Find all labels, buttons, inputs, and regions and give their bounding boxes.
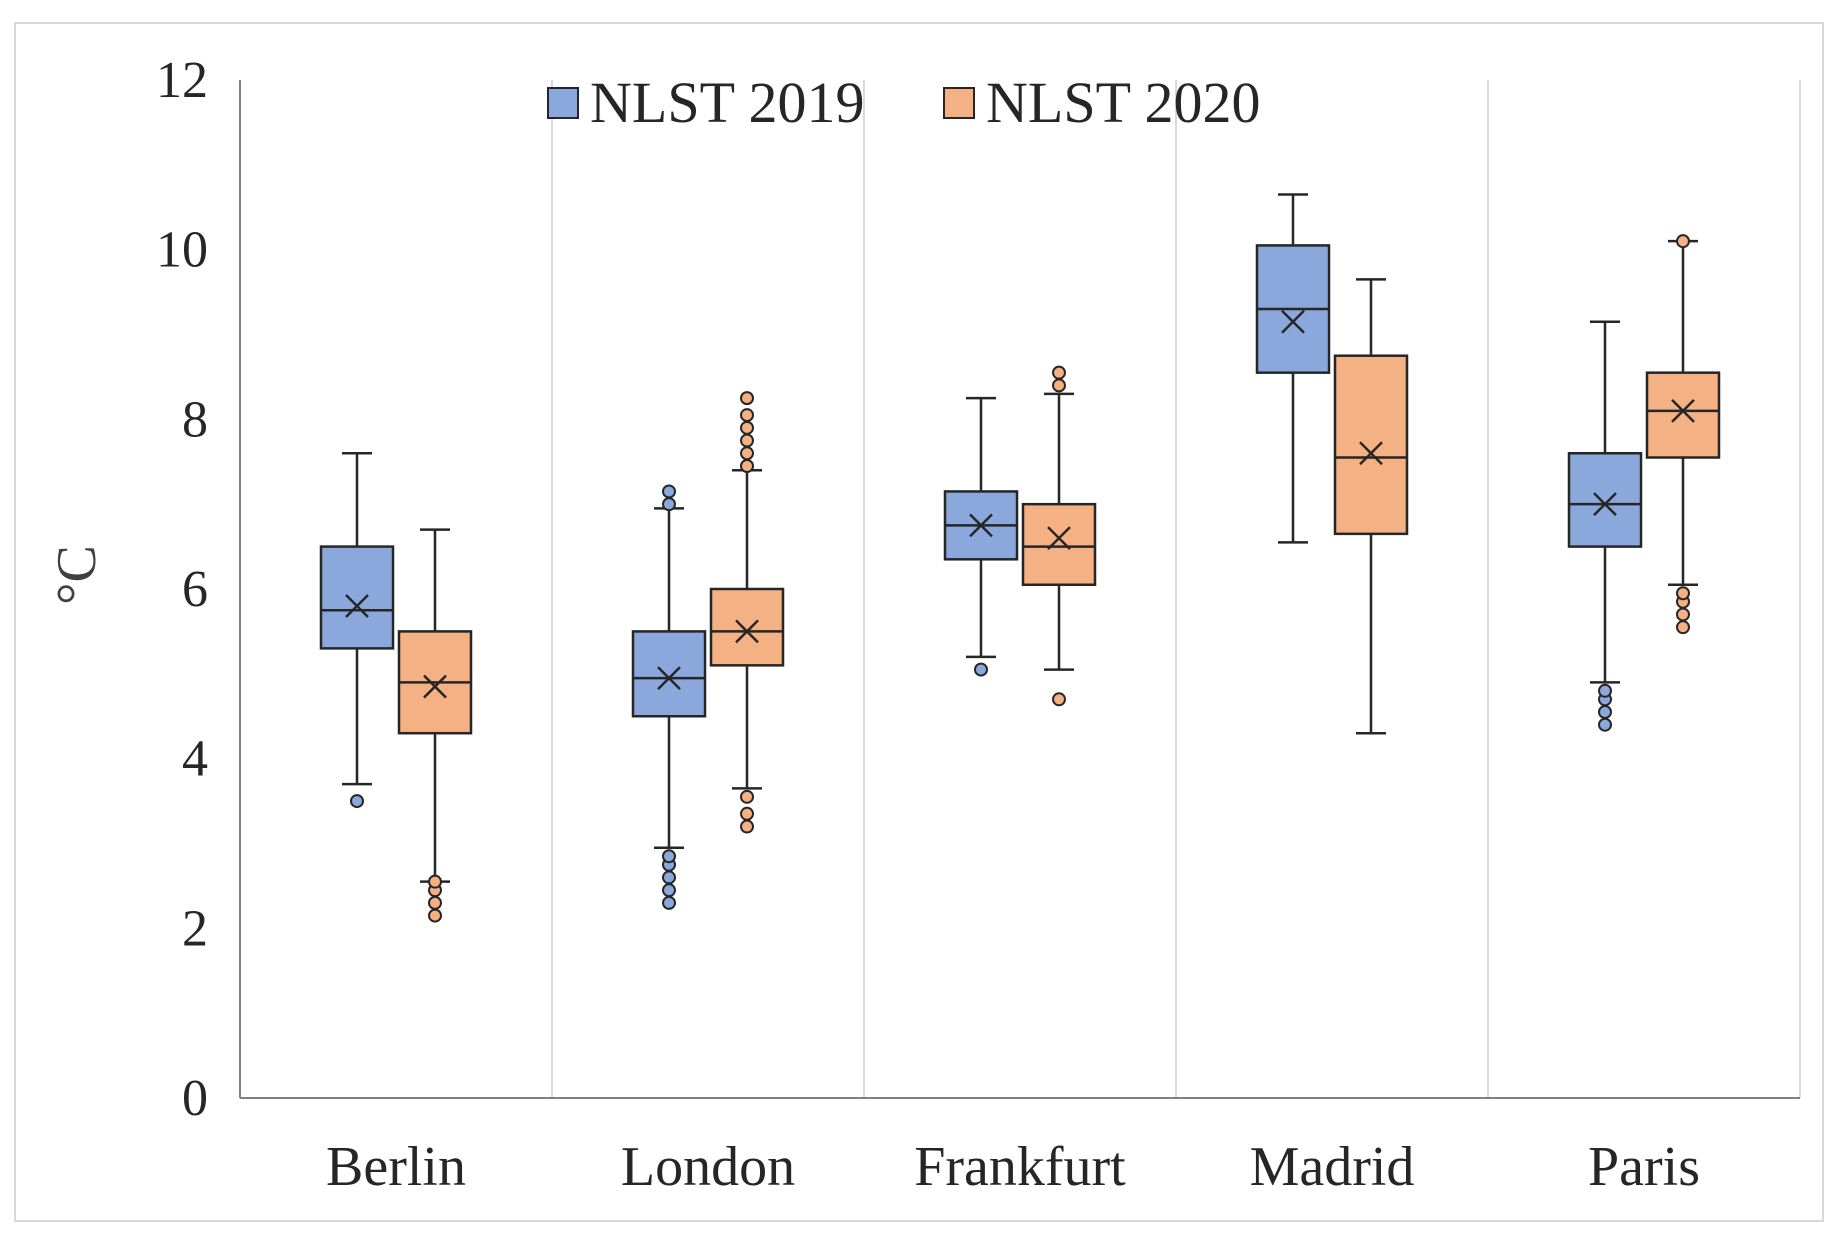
y-tick-label: 6 [182,561,208,618]
mean-marker [735,619,759,644]
y-tick-label: 2 [182,900,208,957]
outlier-point [740,433,754,448]
outlier-point [740,391,754,406]
box-berlin [319,452,395,809]
series-nlst-2019 [319,193,1643,910]
y-tick-label: 10 [156,222,208,279]
outlier-point [1676,234,1690,249]
outlier-point [740,408,754,423]
iqr-box [709,587,785,667]
iqr-box [1567,452,1643,548]
outlier-point [974,662,988,677]
box-frankfurt [943,396,1019,677]
box-london [709,391,785,834]
outlier-point [740,446,754,461]
axes [239,80,1800,1099]
outlier-point [740,789,754,804]
outlier-point [1598,705,1612,720]
legend-label: NLST 2020 [986,70,1260,135]
x-tick-label: Paris [1588,1136,1700,1198]
outlier-point [740,819,754,834]
outlier-point [662,895,676,910]
outlier-point [1598,717,1612,732]
mean-marker [657,666,681,690]
outlier-point [428,874,442,889]
outlier-point [428,908,442,923]
outlier-point [1598,683,1612,698]
y-tick-label: 4 [182,731,208,788]
mean-marker [423,674,447,699]
y-tick-labels: 0 2 4 6 8 10 12 [156,52,208,1127]
mean-marker [1281,309,1305,334]
outlier-point [1676,607,1690,622]
outlier-point [662,870,676,885]
outlier-point [662,497,676,512]
mean-marker [1359,441,1383,466]
box-series [319,193,1721,923]
iqr-box [319,545,395,650]
mean-marker [1047,526,1071,550]
legend: NLST 2019 NLST 2020 [547,70,1260,135]
iqr-box [1645,371,1721,459]
x-tick-label: Frankfurt [914,1136,1126,1198]
box-berlin [397,528,473,923]
box-madrid [1255,193,1331,544]
outlier-point [428,895,442,910]
outlier-point [662,849,676,864]
x-tick-label: Berlin [326,1136,466,1198]
legend-swatch [943,87,975,119]
box-london [631,484,707,910]
iqr-box [1021,502,1097,587]
box-frankfurt [1021,365,1097,707]
y-tick-label: 12 [156,52,208,109]
box-paris [1645,234,1721,635]
outlier-point [662,883,676,898]
x-tick-labels: Berlin London Frankfurt Madrid Paris [326,1136,1700,1198]
legend-label: NLST 2019 [590,70,864,135]
legend-swatch [547,87,579,119]
mean-marker [969,513,993,538]
outlier-point [740,806,754,821]
y-tick-label: 8 [182,391,208,448]
series-nlst-2020 [397,234,1721,923]
x-tick-label: Madrid [1250,1136,1415,1198]
mean-marker [1593,492,1617,517]
box-paris [1567,320,1643,732]
outlier-point [740,420,754,435]
iqr-box [1333,354,1409,536]
chart-frame [14,22,1824,1222]
y-axis-label: °C [46,545,108,605]
iqr-box [631,630,707,718]
outlier-point [1676,586,1690,601]
outlier-point [740,458,754,473]
outlier-point [1676,620,1690,635]
outlier-point [350,794,364,809]
category-separators [551,80,1801,1098]
outlier-point [1052,378,1066,393]
outlier-point [662,484,676,499]
mean-marker [345,594,369,618]
x-tick-label: London [621,1136,795,1198]
box-madrid [1333,278,1409,735]
y-tick-label: 0 [182,1070,208,1127]
mean-marker [1671,398,1695,423]
outlier-point [1052,692,1066,707]
outlier-point [1052,365,1066,380]
